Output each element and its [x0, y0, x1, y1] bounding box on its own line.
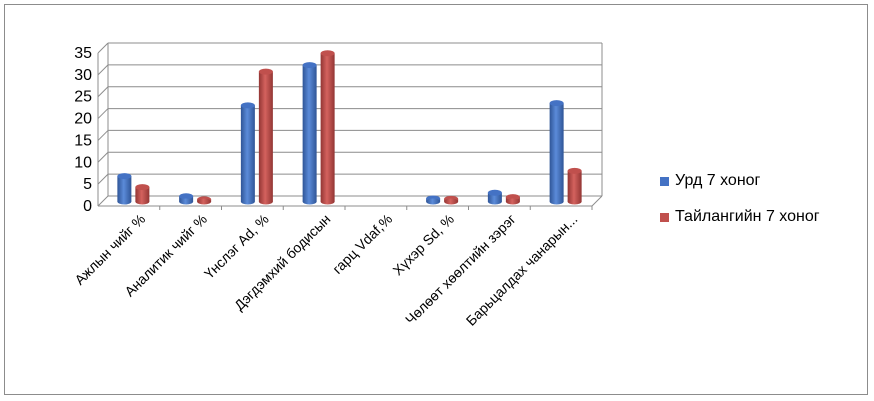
- gridline-side: [97, 195, 109, 207]
- bar-series-1: [240, 105, 255, 202]
- x-tick-labels: Ажлын чийг %Аналитик чийг %Үнслэг Ad, %Д…: [71, 211, 580, 329]
- floor-edge: [591, 195, 603, 207]
- bar-series-2: [258, 71, 273, 202]
- y-tick-label: 30: [74, 67, 92, 84]
- bar-base: [549, 198, 564, 205]
- bar-base: [302, 198, 317, 205]
- bar-cap: [320, 50, 335, 57]
- gridline-side: [97, 108, 109, 119]
- y-tick-label: 35: [74, 45, 92, 62]
- bar-cap: [117, 173, 132, 180]
- legend-label-series-1: Урд 7 хоног: [675, 172, 761, 189]
- bar-cap: [179, 193, 194, 200]
- bar-series-2: [320, 53, 335, 202]
- gridlines: [97, 42, 602, 207]
- bar-base: [426, 198, 441, 205]
- bar-cap: [302, 62, 317, 69]
- gridline-side: [97, 86, 109, 98]
- bar-series-1: [117, 176, 132, 202]
- bar-series-2: [567, 170, 582, 202]
- bar-cap: [567, 167, 582, 174]
- bar-base: [505, 198, 520, 205]
- axes: [97, 43, 603, 210]
- x-tick-label: Барьцалдах чанарын...: [463, 211, 581, 329]
- bar-cap: [258, 68, 273, 75]
- bar-cap: [240, 102, 255, 109]
- gridline-side: [97, 42, 109, 54]
- y-tick-label: 15: [74, 132, 92, 149]
- bar-base: [240, 198, 255, 205]
- legend-swatch-series-1: [660, 176, 669, 186]
- bar-base: [117, 198, 132, 205]
- bar-base: [444, 198, 459, 205]
- bar-cap: [549, 100, 564, 107]
- gridline-side: [97, 64, 109, 76]
- bar-base: [320, 198, 335, 205]
- gridline-side: [97, 130, 109, 141]
- legend-item-series-1: Урд 7 хоног: [660, 170, 820, 192]
- bar-series-1: [487, 192, 502, 202]
- bar-cap: [505, 194, 520, 201]
- legend-item-series-2: Тайлангийн 7 хоног: [660, 206, 820, 228]
- bar-series-1: [549, 103, 564, 202]
- bar-base: [179, 198, 194, 205]
- bar-series-2: [135, 187, 150, 202]
- x-tick-label: Чөлөөт хөөлтийн зэрэг: [402, 211, 519, 328]
- bar-base: [487, 198, 502, 205]
- gridline-side: [97, 173, 109, 185]
- bar-base: [135, 198, 150, 205]
- x-tick-label: Хүхэр Sd, %: [389, 211, 457, 279]
- y-tick-label: 20: [74, 111, 92, 128]
- bar-series-1: [302, 65, 317, 202]
- y-tick-label: 10: [74, 154, 92, 171]
- bar-base: [197, 198, 212, 205]
- bars: [117, 50, 582, 205]
- bar-cap: [135, 184, 150, 191]
- x-tick-label: гарц Vdaf,%: [329, 211, 395, 277]
- y-tick-label: 0: [83, 198, 92, 215]
- bar-base: [258, 198, 273, 205]
- y-tick-label: 25: [74, 89, 92, 106]
- bar-base: [567, 198, 582, 205]
- y-tick-labels: 0 5 10 15 20 25 30 35: [74, 45, 92, 215]
- y-tick-label: 5: [83, 176, 92, 193]
- legend-label-series-2: Тайлангийн 7 хоног: [675, 208, 820, 225]
- legend-swatch-series-2: [660, 212, 669, 222]
- legend: Урд 7 хоног Тайлангийн 7 хоног: [660, 170, 820, 242]
- bar-cap: [487, 189, 502, 196]
- gridline-side: [97, 151, 109, 163]
